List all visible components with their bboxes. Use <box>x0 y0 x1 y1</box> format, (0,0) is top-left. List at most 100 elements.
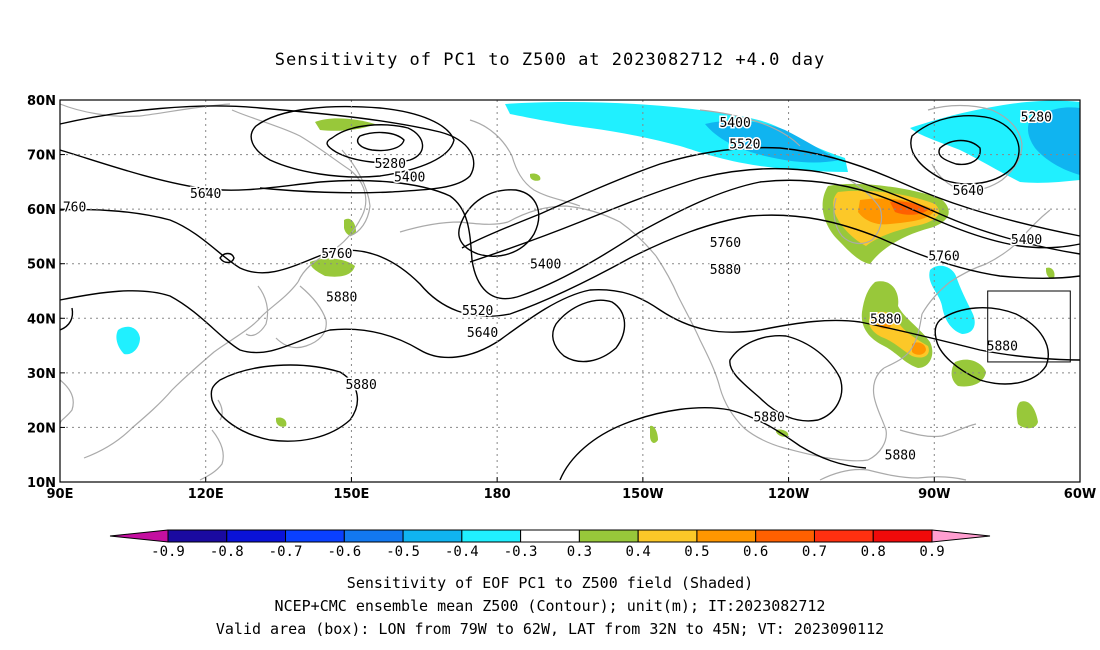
shade-green-kamchatka <box>315 118 375 131</box>
contour-5880-south-pac <box>559 406 867 481</box>
latitude-labels: 80N 70N 60N 50N 40N 30N 20N 10N <box>27 94 65 491</box>
lon-label: 180 <box>484 487 511 502</box>
lat-label: 40N <box>27 312 56 327</box>
coast-mexico <box>743 427 869 462</box>
shade-cyan-china <box>116 326 140 355</box>
contour-label: 5520 <box>729 138 760 153</box>
map-frame <box>59 99 1081 483</box>
coast-kamchatka <box>341 149 371 237</box>
sensitivity-shading <box>116 100 1080 443</box>
contour-label: 5880 <box>987 340 1018 355</box>
colorbar-label: -0.6 <box>327 544 361 560</box>
contour-label: 5640 <box>190 187 221 202</box>
contour-5760 <box>59 208 1081 317</box>
colorbar-swatch <box>696 529 757 543</box>
colorbar-label: 0.6 <box>743 544 768 560</box>
contour-small-loop <box>219 252 235 264</box>
contour-label: 5400 <box>530 258 561 273</box>
contour-5640 <box>59 149 1081 300</box>
colorbar-swatch <box>872 529 933 543</box>
coast-east-usa <box>921 263 987 315</box>
colorbar-high-arrow <box>931 529 991 543</box>
shade-green-pacific <box>276 417 287 427</box>
colorbar-swatch <box>520 529 580 543</box>
colorbar-label: 0.3 <box>567 544 592 560</box>
colorbar-label: -0.8 <box>210 544 244 560</box>
colorbar-swatch <box>755 529 815 543</box>
coast-canada-east <box>985 209 1051 265</box>
lon-label: 60W <box>1064 487 1096 502</box>
contour-label: 5880 <box>870 312 901 327</box>
caption-contour: NCEP+CMC ensemble mean Z500 (Contour); u… <box>274 597 826 615</box>
contour-label: 5880 <box>753 411 784 426</box>
shade-green-alaska <box>530 173 541 181</box>
contour-label: 5640 <box>467 326 498 341</box>
shade-cyan-atlantic <box>929 265 975 334</box>
longitude-labels: 90E 120E 150E 180 150W 120W 90W 60W <box>47 477 1096 502</box>
caption-shaded: Sensitivity of EOF PC1 to Z500 field (Sh… <box>346 574 754 592</box>
lat-label: 10N <box>27 476 56 491</box>
coast-aleutians <box>399 221 509 233</box>
colorbar-swatch <box>343 529 404 543</box>
lat-label: 50N <box>27 258 56 273</box>
colorbar-label: -0.5 <box>386 544 420 560</box>
coast-gulf <box>867 367 887 461</box>
lon-label: 90E <box>47 487 74 502</box>
contour-5280-west <box>326 124 424 164</box>
lon-label: 120W <box>768 487 809 502</box>
colorbar-label: 0.8 <box>861 544 886 560</box>
contour-5880 <box>59 288 1081 361</box>
lon-label: 150E <box>333 487 369 502</box>
colorbar-swatch <box>578 529 639 543</box>
contour-5880-subtropic-w <box>210 364 359 442</box>
lon-label: 120E <box>188 487 224 502</box>
z500-contours <box>59 105 1081 481</box>
shade-green-sakhalin <box>344 218 356 236</box>
colorbar-swatch <box>813 529 874 543</box>
colorbar-label: 0.9 <box>919 544 944 560</box>
coast-south-america <box>819 468 967 481</box>
colorbar-label: -0.9 <box>151 544 185 560</box>
colorbar-labels: -0.9 -0.8 -0.7 -0.6 -0.5 -0.4 -0.3 0.3 0.4 0.5 0.6… <box>151 544 945 560</box>
coast-hudson-bay <box>833 177 883 245</box>
lat-label: 20N <box>27 421 56 436</box>
contour-label: 5400 <box>394 170 425 185</box>
colorbar-swatch <box>285 529 345 543</box>
contour-label: 5880 <box>345 378 376 393</box>
colorbar-low-arrow <box>109 529 169 543</box>
coast-florida <box>883 313 923 369</box>
lat-label: 60N <box>27 203 56 218</box>
colorbar-label: -0.7 <box>269 544 303 560</box>
coast-philippines <box>199 429 224 481</box>
lat-label: 70N <box>27 149 56 164</box>
colorbar-swatch <box>402 529 463 543</box>
contour-5400-low <box>458 189 540 257</box>
lon-label: 90W <box>918 487 950 502</box>
contour-label: 760 <box>63 200 86 215</box>
coastlines <box>59 103 1051 481</box>
contour-label: 5520 <box>462 304 493 319</box>
valid-area-box <box>987 290 1071 363</box>
coast-alaska-south <box>507 205 657 257</box>
contour-5280-east-inner <box>938 139 981 166</box>
contour-label: 5400 <box>1011 233 1042 248</box>
contour-5280-inner-west <box>356 131 405 152</box>
contour-5880-us <box>729 335 843 422</box>
coast-japan <box>275 285 327 349</box>
colorbar-swatch <box>226 529 287 543</box>
contour-5400-mid <box>461 146 1081 249</box>
contour-5880-high-pac <box>552 299 626 363</box>
coast-indochina <box>59 379 74 425</box>
colorbar-label: 0.7 <box>802 544 827 560</box>
colorbar-swatch <box>461 529 522 543</box>
colorbar-label: 0.5 <box>684 544 709 560</box>
contour-5520-west <box>59 105 475 194</box>
lon-label: 150W <box>622 487 663 502</box>
lat-label: 80N <box>27 94 56 109</box>
coast-korea <box>245 285 269 337</box>
shade-green-atlantic <box>951 359 986 387</box>
contour-5280-east <box>910 115 1020 185</box>
contour-5880-northwest <box>59 307 74 331</box>
contour-label: 5880 <box>326 290 357 305</box>
sensitivity-map: 5280540056407605760588054005520564052805… <box>27 94 1096 560</box>
